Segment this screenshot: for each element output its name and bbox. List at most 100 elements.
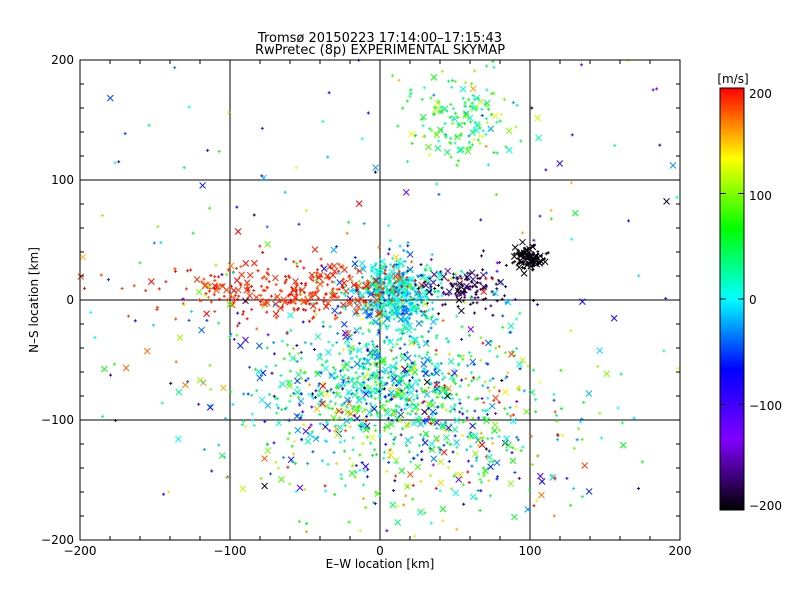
data-point-plus bbox=[423, 511, 427, 515]
data-point-plus bbox=[331, 287, 335, 291]
data-point-cross bbox=[79, 253, 87, 261]
x-tick-label: −200 bbox=[64, 544, 97, 558]
data-point-plus bbox=[427, 415, 431, 419]
data-point-cross bbox=[294, 426, 302, 434]
data-point-plus bbox=[463, 295, 467, 299]
data-point-plus bbox=[451, 272, 455, 276]
data-point-plus bbox=[427, 153, 431, 157]
data-point-cross bbox=[478, 441, 486, 449]
data-point-plus bbox=[408, 308, 412, 312]
data-point-plus bbox=[375, 411, 379, 415]
data-point-plus bbox=[407, 398, 411, 402]
data-point-plus bbox=[434, 411, 438, 415]
data-point-plus bbox=[239, 282, 243, 286]
data-point-plus bbox=[373, 502, 377, 506]
data-point-plus bbox=[463, 101, 467, 105]
data-point-plus bbox=[417, 345, 421, 349]
data-point-cross bbox=[389, 501, 397, 509]
data-point-plus bbox=[295, 359, 299, 363]
data-point-cross bbox=[508, 350, 515, 358]
data-point-plus bbox=[481, 408, 485, 412]
data-point-plus bbox=[393, 290, 397, 294]
data-point-plus bbox=[479, 254, 483, 258]
data-point-plus bbox=[228, 334, 232, 338]
data-point-plus bbox=[439, 391, 443, 395]
data-point-plus bbox=[244, 425, 248, 429]
data-point-plus bbox=[484, 144, 488, 148]
data-point-plus bbox=[405, 285, 409, 289]
data-point-plus bbox=[422, 86, 426, 90]
data-point-plus bbox=[132, 284, 136, 288]
data-point-cross bbox=[471, 432, 479, 439]
data-point-plus bbox=[398, 346, 402, 350]
data-point-plus bbox=[490, 436, 494, 440]
data-point-plus bbox=[348, 352, 352, 356]
data-point-plus bbox=[282, 357, 286, 361]
data-point-plus bbox=[395, 361, 399, 365]
data-point-plus bbox=[333, 402, 337, 406]
data-point-plus bbox=[405, 443, 409, 447]
data-point-cross bbox=[211, 282, 219, 290]
data-point-plus bbox=[404, 374, 408, 378]
data-point-plus bbox=[627, 219, 631, 223]
data-point-plus bbox=[369, 298, 373, 302]
data-point-plus bbox=[491, 459, 495, 463]
data-point-plus bbox=[266, 286, 270, 290]
data-point-plus bbox=[357, 279, 361, 283]
data-point-plus bbox=[390, 419, 394, 423]
data-point-plus bbox=[439, 105, 443, 109]
data-point-plus bbox=[441, 378, 445, 382]
data-point-plus bbox=[207, 295, 211, 299]
data-point-plus bbox=[378, 389, 382, 393]
data-point-cross bbox=[511, 513, 518, 521]
data-point-cross bbox=[428, 446, 436, 453]
data-point-cross bbox=[396, 416, 403, 423]
data-point-plus bbox=[435, 182, 439, 186]
data-point-plus bbox=[465, 416, 469, 420]
data-point-plus bbox=[392, 317, 396, 321]
data-point-cross bbox=[421, 300, 429, 308]
data-point-plus bbox=[416, 287, 420, 291]
data-point-plus bbox=[452, 380, 456, 384]
data-point-plus bbox=[651, 88, 655, 92]
data-point-plus bbox=[381, 266, 385, 270]
data-point-cross bbox=[536, 260, 544, 267]
data-point-plus bbox=[497, 389, 501, 393]
data-point-plus bbox=[383, 371, 387, 375]
data-point-plus bbox=[370, 356, 374, 360]
data-point-cross bbox=[372, 277, 380, 284]
data-point-plus bbox=[337, 287, 341, 291]
data-point-plus bbox=[410, 409, 414, 413]
data-point-plus bbox=[503, 376, 507, 380]
data-point-plus bbox=[327, 406, 331, 410]
data-point-plus bbox=[242, 392, 246, 396]
data-point-plus bbox=[484, 409, 488, 413]
data-point-cross bbox=[447, 358, 455, 365]
data-point-plus bbox=[350, 376, 354, 380]
data-point-plus bbox=[293, 461, 297, 465]
data-point-cross bbox=[537, 472, 544, 480]
data-point-plus bbox=[570, 133, 574, 137]
data-point-cross bbox=[467, 325, 475, 333]
data-point-plus bbox=[229, 295, 233, 299]
data-point-plus bbox=[360, 317, 364, 321]
data-point-plus bbox=[336, 383, 340, 387]
data-point-cross bbox=[437, 479, 445, 487]
data-point-plus bbox=[492, 385, 496, 389]
data-point-plus bbox=[488, 378, 492, 382]
data-point-plus bbox=[314, 389, 318, 393]
data-point-plus bbox=[399, 389, 403, 393]
data-point-plus bbox=[664, 297, 668, 301]
data-point-plus bbox=[470, 379, 474, 383]
data-point-plus bbox=[484, 284, 488, 288]
data-point-plus bbox=[389, 447, 393, 451]
data-point-plus bbox=[318, 352, 322, 356]
data-point-plus bbox=[449, 155, 453, 159]
data-point-cross bbox=[491, 427, 498, 434]
data-point-plus bbox=[378, 396, 382, 400]
data-point-plus bbox=[447, 339, 451, 343]
data-point-cross bbox=[404, 354, 412, 362]
data-point-plus bbox=[501, 314, 505, 318]
data-point-plus bbox=[420, 285, 424, 289]
data-point-plus bbox=[312, 302, 316, 305]
